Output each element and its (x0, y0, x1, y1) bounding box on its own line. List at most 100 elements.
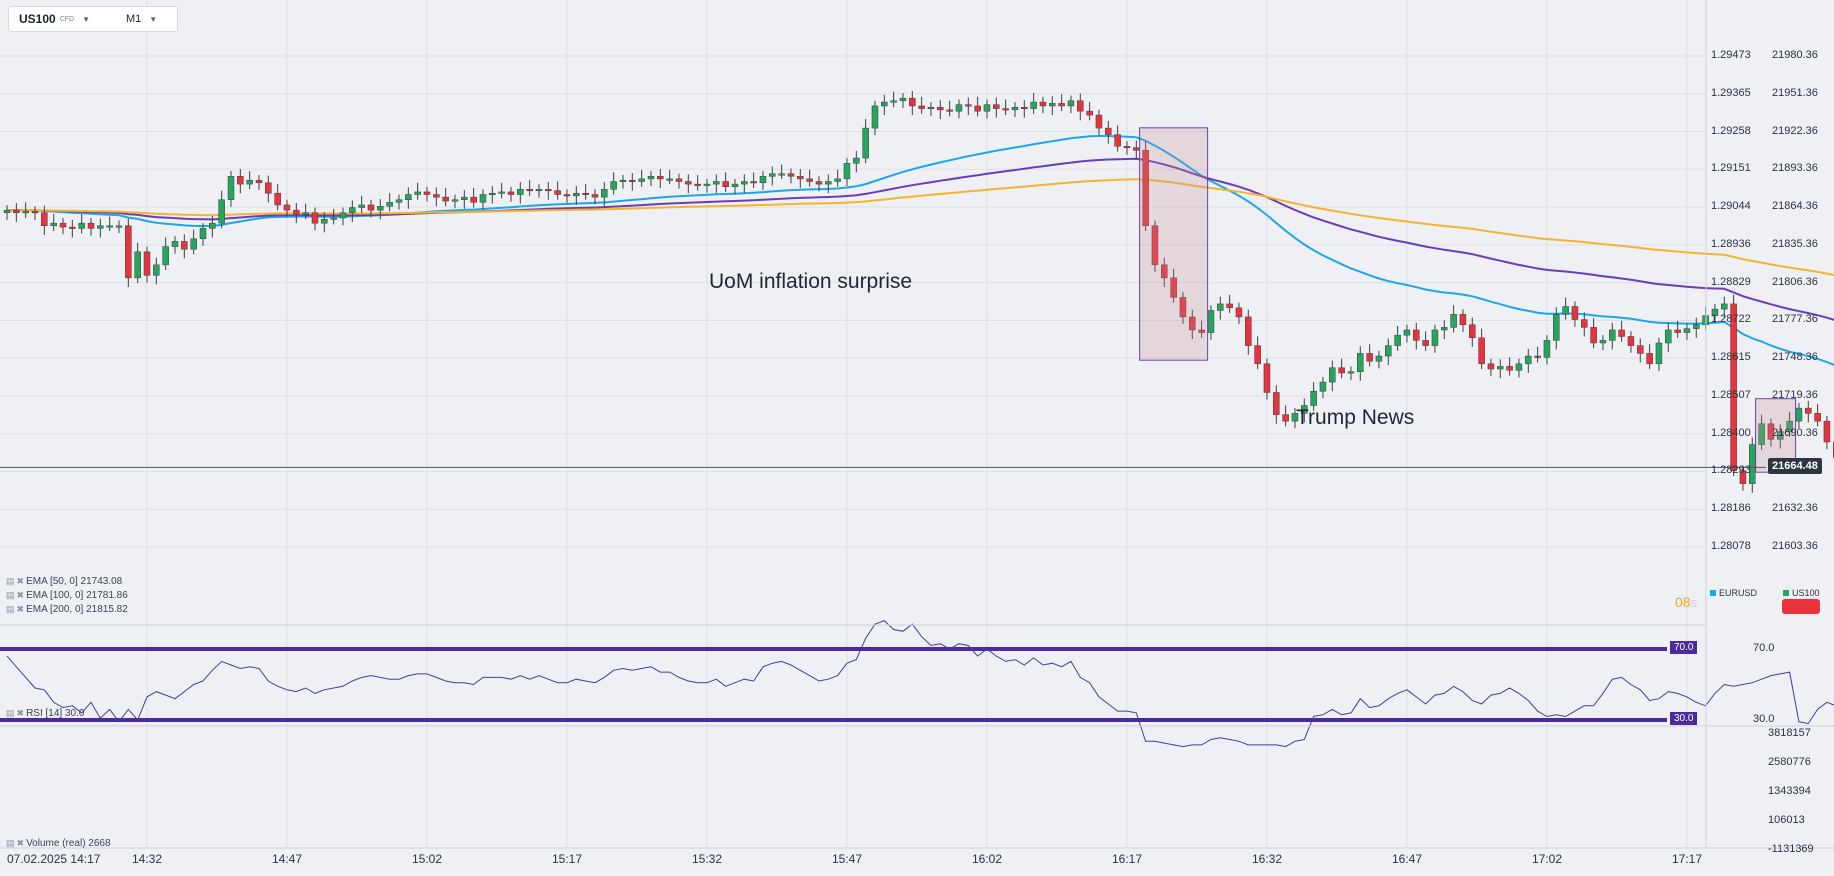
candle (190, 238, 197, 250)
candle (125, 225, 132, 279)
settings-icon[interactable]: ▤ (6, 838, 15, 848)
candle (694, 183, 701, 186)
candle (1553, 314, 1560, 341)
candle (1170, 277, 1177, 298)
candle (311, 212, 319, 224)
candle (377, 205, 384, 211)
candle (741, 181, 748, 185)
sell-badge[interactable] (1782, 599, 1820, 614)
candle (1413, 329, 1420, 341)
candle (22, 211, 29, 214)
volume-tick: 1343394 (1768, 785, 1811, 797)
ema-100-label[interactable]: ▤ ✖ EMA [100, 0] 21781.86 (6, 590, 128, 601)
candle (1151, 225, 1159, 266)
candle (1403, 329, 1411, 336)
candle (881, 101, 888, 107)
left-price-tick: 1.29365 (1711, 86, 1751, 99)
candle (1795, 407, 1803, 422)
left-price-tick: 1.28293 (1711, 464, 1751, 477)
settings-icon[interactable]: ▤ (6, 604, 15, 614)
symbol-type-label: CFD (59, 15, 75, 23)
close-icon[interactable]: ✖ (16, 576, 25, 586)
candle (806, 178, 813, 182)
candle (545, 189, 552, 192)
settings-icon[interactable]: ▤ (6, 708, 15, 718)
candle (853, 157, 860, 164)
close-icon[interactable]: ✖ (16, 604, 25, 614)
candle (1142, 149, 1149, 227)
left-price-tick: 1.28186 (1711, 502, 1751, 515)
candle (153, 264, 160, 276)
right-price-tick: 21748.36 (1772, 351, 1818, 364)
ema-200-label[interactable]: ▤ ✖ EMA [200, 0] 21815.82 (6, 604, 128, 615)
candle (255, 179, 263, 184)
rsi-line (6, 620, 1834, 748)
candle (367, 204, 375, 211)
candle (1674, 329, 1681, 333)
candle (321, 219, 328, 224)
settings-icon[interactable]: ▤ (6, 590, 15, 600)
candle (78, 222, 85, 229)
legend-us100[interactable]: US100 (1783, 588, 1820, 598)
candle (489, 192, 496, 195)
ema-line (7, 178, 1834, 277)
right-price-tick: 21893.36 (1772, 162, 1818, 175)
candle (843, 163, 851, 180)
candle (1011, 107, 1019, 111)
candle (862, 127, 869, 159)
time-tick: 16:17 (1112, 852, 1143, 866)
candle (1123, 146, 1131, 149)
candle (1254, 345, 1261, 365)
candle (1459, 314, 1467, 326)
candle (871, 105, 879, 129)
left-price-tick: 1.29044 (1711, 200, 1751, 213)
left-price-tick: 1.28078 (1711, 540, 1751, 552)
close-icon[interactable]: ✖ (16, 838, 25, 848)
candle (937, 107, 944, 111)
candle (927, 107, 935, 110)
ema-50-label[interactable]: ▤ ✖ EMA [50, 0] 21743.08 (6, 576, 123, 587)
event-highlight-box[interactable] (1139, 127, 1209, 361)
candle (1002, 108, 1009, 111)
candle (1198, 329, 1205, 333)
right-price-tick: 21835.36 (1772, 237, 1818, 250)
candle (1450, 314, 1457, 328)
candle (50, 222, 57, 227)
candle (69, 226, 76, 229)
candle (666, 178, 673, 181)
candle (759, 176, 767, 184)
candle (1627, 336, 1635, 346)
candle (1282, 414, 1289, 422)
candle (218, 199, 225, 224)
close-icon[interactable]: ✖ (16, 590, 25, 600)
timeframe-label[interactable]: M1 (126, 13, 142, 25)
left-price-tick: 1.29258 (1711, 124, 1751, 137)
legend-eurusd[interactable]: EURUSD (1710, 588, 1757, 598)
rsi-label[interactable]: ▤ ✖ RSI [14] 30.0 (6, 708, 85, 719)
candle (983, 104, 991, 112)
candle (787, 173, 795, 177)
timeframe-dropdown-icon[interactable]: ▼ (149, 14, 158, 24)
candle (1179, 297, 1187, 318)
instrument-toolbar[interactable]: US100 CFD ▼ M1 ▼ (8, 6, 178, 32)
close-icon[interactable]: ✖ (16, 708, 25, 718)
candle (619, 179, 627, 182)
ema-line (7, 157, 1834, 321)
candle (1291, 413, 1299, 422)
settings-icon[interactable]: ▤ (6, 576, 15, 586)
candle (199, 228, 207, 240)
candle (1021, 107, 1028, 110)
candle (1114, 134, 1121, 147)
candle (601, 189, 608, 198)
volume-label[interactable]: ▤ ✖ Volume (real) 2668 (6, 838, 111, 849)
candle (171, 241, 179, 247)
time-tick: 14:47 (272, 852, 303, 866)
symbol-dropdown-icon[interactable]: ▼ (82, 14, 91, 24)
candle (1217, 303, 1224, 311)
candle (1366, 353, 1373, 362)
symbol-label[interactable]: US100 (19, 12, 56, 26)
candle (1273, 392, 1280, 415)
left-price-tick: 1.28829 (1711, 275, 1751, 288)
